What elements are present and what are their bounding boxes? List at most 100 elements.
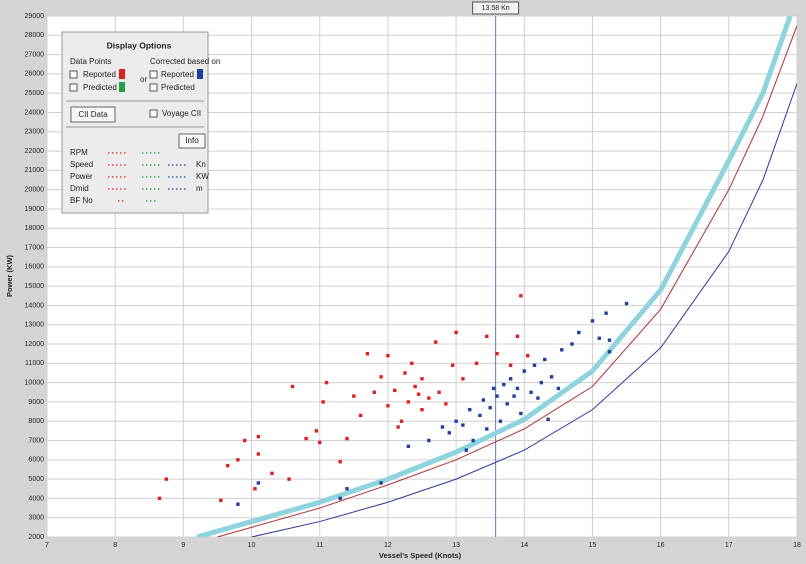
x-axis-label: Vessel's Speed (Knots) [379, 551, 462, 560]
data-point [304, 436, 308, 441]
label: Corrected based on [150, 57, 220, 66]
cursor-box [472, 1, 520, 15]
checkbox[interactable] [149, 109, 158, 118]
data-point [433, 340, 438, 344]
data-point [478, 413, 482, 418]
data-point [556, 386, 561, 391]
data-point [560, 348, 564, 352]
x-tick-label: 11 [316, 542, 323, 549]
data-point [607, 338, 612, 342]
data-point [488, 406, 492, 410]
checkbox[interactable] [149, 70, 158, 79]
row-label: Speed [70, 160, 93, 169]
data-point [485, 334, 489, 339]
button[interactable] [70, 106, 116, 123]
data-point [464, 448, 469, 452]
data-point [157, 496, 162, 501]
checkbox[interactable] [149, 83, 158, 92]
data-point [543, 357, 547, 362]
data-point [324, 380, 329, 385]
label: or [140, 75, 147, 84]
data-point [399, 419, 404, 423]
swatch [119, 82, 125, 92]
y-tick-label: 16000 [25, 264, 45, 271]
button-label: Info [185, 136, 199, 145]
data-point [386, 353, 390, 358]
label: Data Points [70, 57, 111, 66]
data-point [345, 487, 349, 491]
data-point [243, 438, 247, 443]
data-point [607, 350, 612, 354]
data-point [549, 375, 554, 379]
data-point [410, 361, 414, 366]
x-tick-label: 14 [520, 542, 528, 549]
data-point [597, 336, 601, 340]
unit-label: KW [196, 172, 209, 181]
x-tick-label: 10 [248, 542, 256, 549]
data-point [314, 429, 319, 433]
data-point [522, 369, 526, 373]
x-tick-label: 8 [113, 542, 117, 549]
swatch [119, 69, 125, 79]
checkbox[interactable] [69, 70, 78, 79]
data-point [420, 407, 424, 412]
label: Reported [83, 70, 116, 79]
y-tick-label: 6000 [28, 457, 44, 464]
data-point [253, 487, 257, 491]
data-point [437, 390, 441, 394]
data-point [352, 394, 356, 398]
data-point [413, 384, 417, 389]
y-tick-label: 23000 [25, 129, 45, 136]
data-point [590, 319, 595, 323]
x-tick-label: 7 [45, 542, 49, 549]
curve [217, 25, 797, 537]
y-tick-label: 26000 [25, 71, 45, 78]
x-tick-label: 18 [793, 542, 801, 549]
cursor-label: 13.58 Kn [482, 5, 510, 12]
data-point [570, 342, 574, 346]
data-point [321, 400, 325, 404]
data-point [345, 436, 349, 441]
checkbox[interactable] [69, 83, 78, 92]
data-point [358, 413, 363, 418]
y-tick-label: 7000 [28, 437, 44, 444]
data-point [454, 419, 458, 423]
data-point [461, 423, 465, 427]
data-point [461, 377, 465, 381]
x-tick-label: 12 [384, 542, 392, 549]
data-point [495, 394, 499, 398]
label: Predicted [83, 83, 117, 92]
data-point [536, 396, 540, 400]
button[interactable] [178, 133, 206, 149]
data-point [515, 334, 520, 339]
data-point [454, 330, 458, 335]
display-options-panel: Display Options Data Points Reported Pre… [61, 31, 220, 214]
y-tick-label: 24000 [25, 109, 45, 116]
data-point [498, 419, 503, 423]
data-point [225, 463, 230, 468]
data-point [406, 444, 411, 449]
y-tick-label: 9000 [28, 399, 44, 406]
y-tick-label: 2000 [28, 534, 44, 541]
data-point [519, 294, 523, 298]
data-point [406, 400, 411, 404]
data-point [447, 431, 451, 435]
y-tick-label: 4000 [28, 495, 44, 502]
panel-bg [61, 31, 209, 214]
data-point [474, 361, 479, 366]
y-axis-label: Power (KW) [5, 254, 14, 297]
data-point [508, 377, 513, 381]
data-point [420, 377, 424, 381]
row-label: BF No [70, 196, 93, 205]
data-point [495, 351, 499, 356]
data-point [403, 371, 407, 375]
y-tick-label: 25000 [25, 90, 45, 97]
data-point [471, 438, 475, 443]
y-tick-label: 18000 [25, 225, 45, 232]
curve [196, 16, 793, 537]
y-tick-label: 14000 [25, 302, 45, 309]
data-point [338, 496, 342, 501]
data-point [287, 477, 291, 481]
